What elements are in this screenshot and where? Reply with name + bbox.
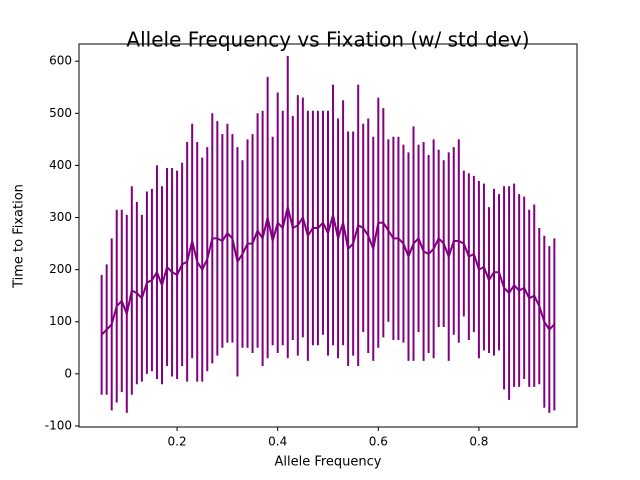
mean-line	[100, 206, 556, 336]
y-tick-label: 200	[49, 262, 72, 276]
y-tick-label: 500	[49, 106, 72, 120]
x-tick-label: 0.8	[469, 435, 488, 449]
x-tick-label: 0.6	[369, 435, 388, 449]
y-tick-label: 400	[49, 158, 72, 172]
x-tick-label: 0.2	[168, 435, 187, 449]
plot-frame	[78, 43, 578, 428]
y-tick-label: 600	[49, 54, 72, 68]
chart-title: Allele Frequency vs Fixation (w/ std dev…	[126, 28, 529, 52]
x-axis-label: Allele Frequency	[274, 455, 381, 470]
y-tick-label: 300	[49, 210, 72, 224]
y-tick-label: -100	[45, 418, 72, 432]
y-tick-label: 0	[64, 366, 72, 380]
x-tick-label: 0.4	[268, 435, 287, 449]
y-tick-label: 100	[49, 314, 72, 328]
y-axis-label: Time to Fixation	[12, 184, 27, 289]
